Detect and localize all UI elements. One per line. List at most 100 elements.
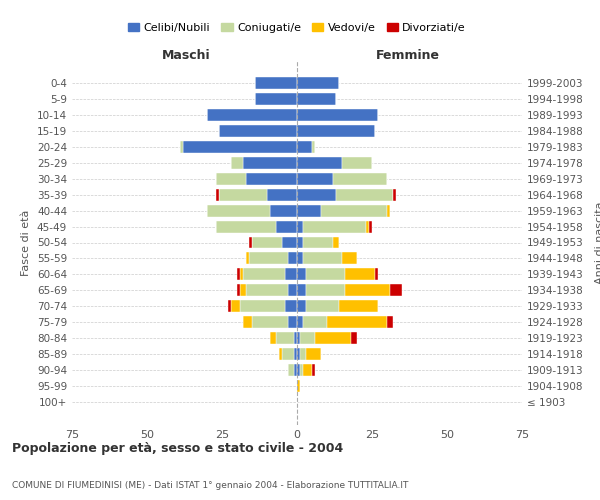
Bar: [390, 284, 402, 296]
Bar: [303, 316, 327, 328]
Bar: [267, 188, 297, 200]
Bar: [297, 252, 303, 264]
Bar: [333, 236, 339, 248]
Bar: [270, 332, 276, 344]
Bar: [306, 300, 339, 312]
Bar: [297, 268, 306, 280]
Bar: [255, 76, 297, 88]
Bar: [345, 284, 390, 296]
Bar: [240, 268, 243, 280]
Bar: [294, 364, 297, 376]
Bar: [297, 108, 378, 120]
Bar: [240, 284, 246, 296]
Bar: [243, 316, 252, 328]
Bar: [300, 348, 306, 360]
Bar: [282, 236, 297, 248]
Bar: [276, 220, 297, 232]
Bar: [297, 236, 303, 248]
Bar: [312, 140, 315, 152]
Bar: [297, 156, 342, 168]
Bar: [297, 188, 336, 200]
Text: COMUNE DI FIUMEDINISI (ME) - Dati ISTAT 1° gennaio 2004 - Elaborazione TUTTITALI: COMUNE DI FIUMEDINISI (ME) - Dati ISTAT …: [12, 481, 409, 490]
Bar: [279, 348, 282, 360]
Bar: [297, 140, 312, 152]
Bar: [249, 236, 252, 248]
Bar: [246, 284, 288, 296]
Bar: [288, 252, 297, 264]
Bar: [297, 220, 303, 232]
Bar: [294, 332, 297, 344]
Bar: [252, 236, 282, 248]
Bar: [294, 348, 297, 360]
Bar: [303, 364, 312, 376]
Bar: [339, 300, 378, 312]
Bar: [237, 268, 240, 280]
Bar: [342, 252, 357, 264]
Bar: [297, 76, 339, 88]
Legend: Celibi/Nubili, Coniugati/e, Vedovi/e, Divorziati/e: Celibi/Nubili, Coniugati/e, Vedovi/e, Di…: [124, 18, 470, 37]
Bar: [183, 140, 297, 152]
Bar: [366, 220, 369, 232]
Bar: [219, 188, 267, 200]
Bar: [297, 380, 300, 392]
Bar: [249, 252, 288, 264]
Bar: [327, 316, 387, 328]
Bar: [231, 300, 240, 312]
Bar: [270, 204, 297, 216]
Bar: [351, 332, 357, 344]
Bar: [243, 268, 285, 280]
Bar: [216, 220, 276, 232]
Bar: [321, 204, 387, 216]
Bar: [246, 252, 249, 264]
Bar: [297, 348, 300, 360]
Bar: [393, 188, 396, 200]
Bar: [297, 172, 333, 184]
Bar: [180, 140, 183, 152]
Bar: [219, 124, 297, 136]
Bar: [240, 300, 285, 312]
Bar: [300, 364, 303, 376]
Bar: [336, 188, 393, 200]
Bar: [231, 156, 243, 168]
Bar: [288, 364, 294, 376]
Bar: [255, 92, 297, 104]
Bar: [369, 220, 372, 232]
Y-axis label: Fasce di età: Fasce di età: [22, 210, 31, 276]
Bar: [312, 364, 315, 376]
Bar: [297, 300, 306, 312]
Bar: [306, 348, 321, 360]
Bar: [282, 348, 294, 360]
Bar: [288, 316, 297, 328]
Bar: [252, 316, 288, 328]
Bar: [297, 284, 306, 296]
Bar: [228, 300, 231, 312]
Bar: [297, 92, 336, 104]
Bar: [297, 204, 321, 216]
Bar: [315, 332, 351, 344]
Bar: [345, 268, 375, 280]
Bar: [207, 204, 270, 216]
Bar: [207, 108, 297, 120]
Bar: [306, 268, 345, 280]
Y-axis label: Anni di nascita: Anni di nascita: [595, 201, 600, 284]
Bar: [387, 316, 393, 328]
Text: Maschi: Maschi: [161, 49, 211, 62]
Bar: [243, 156, 297, 168]
Bar: [285, 268, 297, 280]
Bar: [375, 268, 378, 280]
Bar: [246, 172, 297, 184]
Bar: [387, 204, 390, 216]
Bar: [216, 172, 246, 184]
Bar: [303, 236, 333, 248]
Bar: [306, 284, 345, 296]
Bar: [297, 364, 300, 376]
Bar: [303, 252, 342, 264]
Text: Femmine: Femmine: [376, 49, 440, 62]
Bar: [216, 188, 219, 200]
Text: Popolazione per età, sesso e stato civile - 2004: Popolazione per età, sesso e stato civil…: [12, 442, 343, 455]
Bar: [237, 284, 240, 296]
Bar: [297, 332, 300, 344]
Bar: [300, 332, 315, 344]
Bar: [303, 220, 366, 232]
Bar: [333, 172, 387, 184]
